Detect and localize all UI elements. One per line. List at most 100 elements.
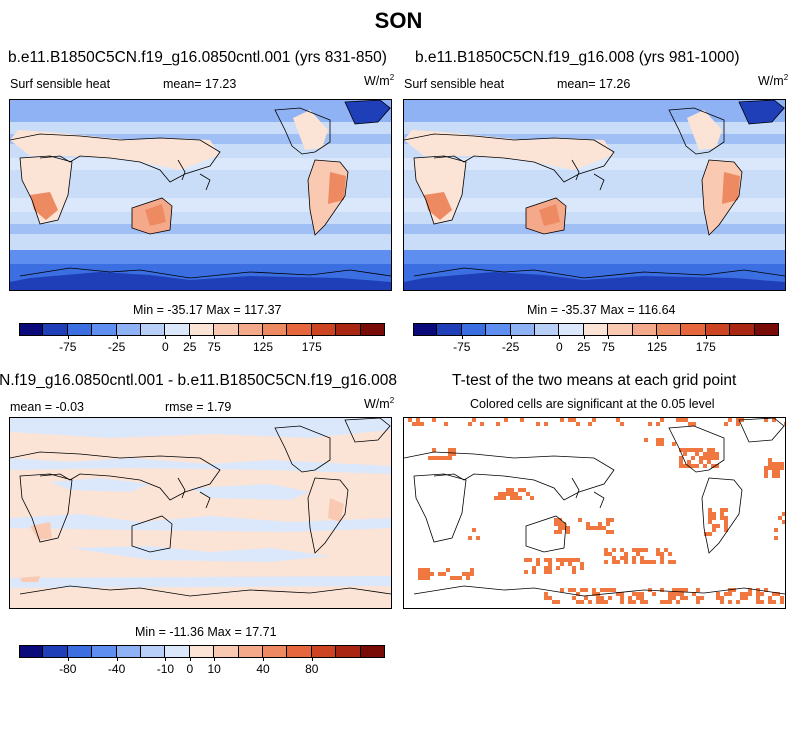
- significant-cell: [548, 566, 552, 570]
- colorbar-tick-label: 0: [186, 662, 194, 676]
- significant-cell: [498, 492, 502, 496]
- significant-cell: [782, 512, 785, 516]
- significant-cell: [598, 522, 602, 526]
- significant-cell: [688, 422, 692, 426]
- significant-cell: [764, 470, 768, 474]
- panel2-mean: mean= 17.26: [557, 77, 631, 91]
- significant-cell: [568, 558, 572, 562]
- significant-cell: [768, 458, 772, 462]
- significant-cell: [724, 528, 728, 532]
- colorbar-tick: [165, 658, 167, 661]
- panel2-variable: Surf sensible heat: [404, 77, 505, 91]
- significant-cell: [442, 572, 446, 576]
- significant-cell: [736, 600, 740, 604]
- significant-cell: [588, 422, 592, 426]
- significant-cell: [764, 466, 768, 470]
- panel4-subtitle: Colored cells are significant at the 0.0…: [470, 397, 715, 411]
- significant-cell: [703, 452, 707, 456]
- panel2-title: b.e11.B1850C5CN.f19_g16.008 (yrs 981-100…: [415, 49, 740, 66]
- significant-cell: [620, 596, 624, 600]
- significant-cell: [724, 508, 728, 512]
- significant-cell: [636, 552, 640, 556]
- significant-cell: [778, 516, 782, 520]
- significant-cell: [716, 592, 720, 596]
- significant-cell: [660, 552, 664, 556]
- significant-cell: [716, 524, 720, 528]
- significant-cell: [644, 560, 648, 564]
- significant-cell: [422, 576, 426, 580]
- significant-cell: [768, 462, 772, 466]
- significant-cell: [672, 596, 676, 600]
- significant-cell: [716, 596, 720, 600]
- significant-cell: [580, 588, 584, 592]
- significant-cell: [466, 576, 470, 580]
- significant-cell: [418, 576, 422, 580]
- significant-cell: [720, 508, 724, 512]
- significant-cell: [756, 600, 760, 604]
- significant-cell: [707, 456, 711, 460]
- significant-cell: [760, 600, 764, 604]
- significant-cell: [776, 466, 780, 470]
- colorbar-cell: [730, 323, 755, 336]
- colorbar-tick-label: 175: [301, 340, 322, 354]
- significant-cell: [452, 448, 456, 452]
- significant-cell: [528, 558, 532, 562]
- panel1-map: [9, 99, 392, 291]
- significant-cell: [660, 418, 664, 422]
- colorbar-tick-label: -25: [501, 340, 520, 354]
- significant-cell: [576, 558, 580, 562]
- colorbar-cell: [287, 323, 312, 336]
- colorbar-tick: [189, 336, 191, 339]
- significant-cell: [679, 456, 683, 460]
- panel3-title: b.e11.B1850C5CN.f19_g16.0850cntl.001 - b…: [0, 372, 397, 389]
- significant-cell: [683, 448, 687, 452]
- significant-cell: [636, 548, 640, 552]
- significant-cell: [640, 548, 644, 552]
- significant-cell: [536, 422, 540, 426]
- panel3-title-clip: b.e11.B1850C5CN.f19_g16.0850cntl.001 - b…: [0, 372, 397, 392]
- panel3-coastlines: [10, 418, 391, 597]
- significant-cell: [610, 530, 614, 534]
- panel3-units: W/m2: [364, 396, 395, 412]
- significant-cell: [712, 524, 716, 528]
- significant-cell: [764, 474, 768, 478]
- significant-cell: [687, 448, 691, 452]
- significant-cell: [592, 588, 596, 592]
- significant-cell: [652, 560, 656, 564]
- significant-cell: [772, 474, 776, 478]
- significant-cell: [780, 596, 784, 600]
- colorbar-cell: [116, 323, 141, 336]
- significant-cell: [494, 496, 498, 500]
- colorbar-tick-label: 175: [695, 340, 716, 354]
- significant-cell: [640, 556, 644, 560]
- significant-cell: [756, 596, 760, 600]
- significant-cell: [594, 526, 598, 530]
- significant-cell: [664, 548, 668, 552]
- colorbar-tick: [583, 336, 585, 339]
- significant-cell: [712, 516, 716, 520]
- significant-cell: [446, 568, 450, 572]
- significant-cell: [608, 596, 612, 600]
- significant-cell: [506, 492, 510, 496]
- significant-cell: [624, 552, 628, 556]
- significant-cell: [422, 572, 426, 576]
- significant-cell: [502, 492, 506, 496]
- panel1-field: [10, 100, 391, 290]
- significant-cell: [568, 562, 572, 566]
- significant-cell: [576, 422, 580, 426]
- significant-cell: [660, 588, 664, 592]
- significant-cell: [548, 562, 552, 566]
- significant-cell: [620, 422, 624, 426]
- significant-cell: [572, 566, 576, 570]
- significant-cell: [668, 552, 672, 556]
- significant-cell: [544, 570, 548, 574]
- significant-cell: [544, 592, 548, 596]
- significant-cell: [728, 600, 732, 604]
- significant-cell: [711, 456, 715, 460]
- significant-cell: [514, 492, 518, 496]
- significant-cell: [699, 460, 703, 464]
- significant-cell: [610, 518, 614, 522]
- panel4-title: T-test of the two means at each grid poi…: [452, 372, 737, 389]
- panel2-minmax: Min = -35.37 Max = 116.64: [527, 303, 676, 317]
- significant-cell: [578, 518, 582, 522]
